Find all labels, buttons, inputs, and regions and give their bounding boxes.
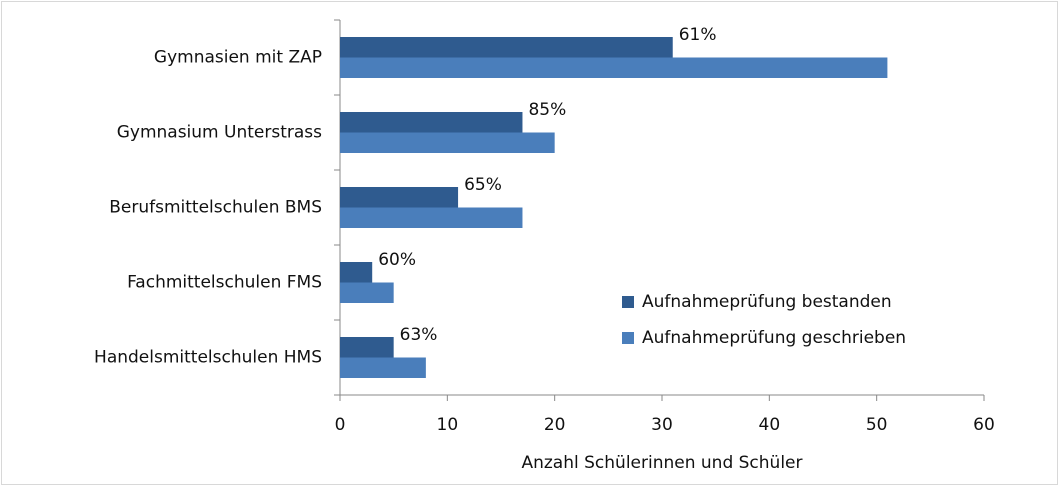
x-tick-label: 50 (866, 415, 888, 435)
x-tick-label: 20 (544, 415, 566, 435)
bar-annotation: 85% (528, 100, 566, 120)
bar-annotation: 60% (378, 250, 416, 270)
x-tick-label: 30 (651, 415, 673, 435)
legend-label: Aufnahmeprüfung bestanden (642, 292, 892, 312)
bar (340, 357, 426, 378)
legend-swatch (622, 296, 634, 308)
x-tick-label: 60 (973, 415, 995, 435)
legend-label: Aufnahmeprüfung geschrieben (642, 328, 906, 348)
legend-swatch (622, 332, 634, 344)
bar (340, 132, 555, 153)
bar-annotation: 63% (400, 325, 438, 345)
bar (340, 282, 394, 303)
bar-annotation: 65% (464, 175, 502, 195)
y-tick-label: Handelsmittelschulen HMS (94, 348, 322, 368)
y-tick-label: Fachmittelschulen FMS (127, 273, 322, 293)
y-tick-label: Gymnasien mit ZAP (154, 48, 322, 68)
bar (340, 207, 523, 228)
bar (340, 112, 523, 133)
x-tick-label: 10 (437, 415, 459, 435)
y-tick-label: Gymnasium Unterstrass (117, 123, 322, 143)
bar (340, 57, 888, 78)
bar (340, 37, 673, 58)
x-axis-title: Anzahl Schülerinnen und Schüler (521, 453, 802, 473)
x-tick-label: 40 (759, 415, 781, 435)
bar (340, 337, 394, 358)
x-tick-label: 0 (335, 415, 346, 435)
bar (340, 187, 459, 208)
bar-annotation: 61% (679, 25, 717, 45)
y-tick-label: Berufsmittelschulen BMS (109, 198, 322, 218)
bar (340, 262, 373, 283)
